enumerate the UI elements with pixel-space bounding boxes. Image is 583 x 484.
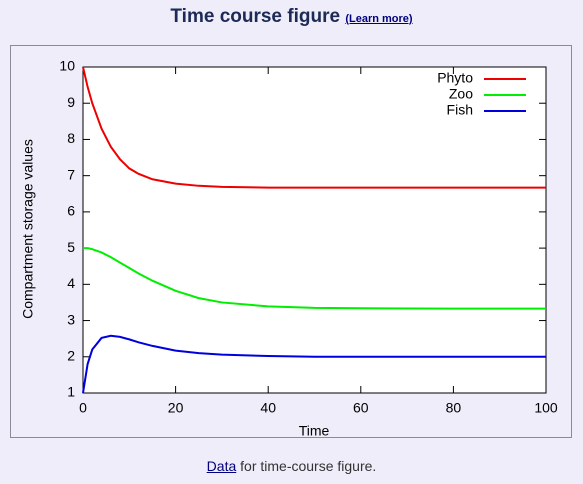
- y-tick-label: 2: [67, 347, 75, 363]
- footer-text: for time-course figure.: [240, 458, 377, 474]
- x-tick-label: 100: [534, 400, 558, 416]
- legend-label: Fish: [447, 102, 473, 118]
- figure-box: Time Compartment storage values 1 2 3 4 5 6 7 8…: [10, 45, 572, 439]
- legend-label: Zoo: [449, 86, 473, 102]
- y-tick-label: 5: [67, 239, 75, 255]
- x-axis-label: Time: [299, 423, 330, 437]
- y-tick-label: 7: [67, 166, 75, 182]
- legend-label: Phyto: [437, 70, 473, 86]
- chart: Time Compartment storage values 1 2 3 4 5 6 7 8…: [20, 58, 558, 439]
- learn-more-link[interactable]: (Learn more): [345, 13, 413, 25]
- page-title: Time course figure: [170, 6, 341, 27]
- y-tick-label: 1: [67, 384, 75, 400]
- series-line: [82, 66, 546, 189]
- footer: Data for time-course figure.: [0, 458, 583, 474]
- x-tick-label: 80: [446, 400, 462, 416]
- x-tick-label: 0: [79, 400, 87, 416]
- x-tick-label: 60: [353, 400, 369, 416]
- y-tick-label: 6: [67, 203, 75, 219]
- y-tick-label: 10: [59, 58, 75, 74]
- y-tick-label: 9: [67, 94, 75, 110]
- y-tick-label: 3: [67, 311, 75, 327]
- header: Time course figure (Learn more): [0, 6, 583, 28]
- y-tick-label: 8: [67, 130, 75, 146]
- series-line: [82, 334, 546, 394]
- y-tick-label: 4: [67, 275, 75, 291]
- y-axis-label: Compartment storage values: [20, 139, 36, 319]
- series-line: [83, 247, 546, 310]
- plot-area: [82, 66, 547, 394]
- x-tick-label: 40: [260, 400, 276, 416]
- data-link[interactable]: Data: [206, 458, 237, 474]
- x-tick-label: 20: [168, 400, 184, 416]
